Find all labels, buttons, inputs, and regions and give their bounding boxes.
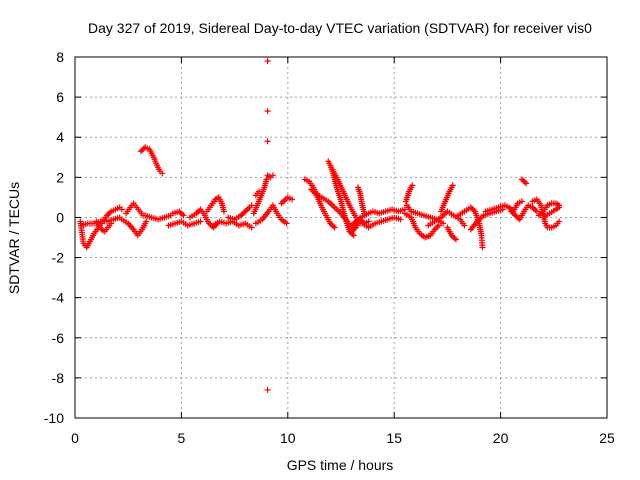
data-point (264, 108, 271, 115)
y-tick-label: 2 (56, 169, 64, 185)
y-tick-label: -4 (52, 290, 65, 306)
y-tick-label: -8 (52, 370, 65, 386)
data-point (197, 218, 204, 225)
x-tick-label: 0 (71, 430, 79, 446)
data-point (264, 138, 271, 145)
grid-layer (75, 57, 607, 418)
y-tick-label: 4 (56, 129, 64, 145)
x-axis-label: GPS time / hours (287, 457, 394, 473)
data-point (479, 244, 486, 251)
y-tick-label: 6 (56, 89, 64, 105)
data-point (350, 232, 357, 239)
data-point (397, 216, 404, 223)
data-point (449, 182, 456, 189)
tick-label-layer: 0 5 10 15 20 25 -10 -8 -6 -4 -2 0 2 4 6 8 (44, 49, 615, 446)
data-point (452, 236, 459, 243)
data-point (361, 210, 368, 217)
data-point (533, 208, 540, 215)
x-tick-label: 20 (493, 430, 509, 446)
data-point (518, 198, 525, 205)
data-point (180, 212, 187, 219)
y-tick-label: 0 (56, 209, 64, 225)
data-point (440, 220, 447, 227)
data-point (264, 386, 271, 393)
y-tick-label: -2 (52, 250, 65, 266)
data-point (248, 202, 255, 209)
x-tick-label: 15 (386, 430, 402, 446)
data-point (523, 180, 530, 187)
data-point (331, 224, 338, 231)
data-point (256, 188, 263, 195)
x-tick-label: 25 (599, 430, 615, 446)
data-point (283, 220, 290, 227)
data-point (248, 224, 255, 231)
data-points-layer (77, 58, 563, 393)
x-tick-label: 5 (178, 430, 186, 446)
y-tick-label: -6 (52, 330, 65, 346)
data-point (118, 206, 125, 213)
chart-title: Day 327 of 2019, Sidereal Day-to-day VTE… (88, 20, 592, 36)
data-point (269, 172, 276, 179)
y-axis-label: SDTVAR / TECUs (6, 182, 22, 294)
x-tick-label: 10 (280, 430, 296, 446)
data-point (409, 182, 416, 189)
data-point (220, 208, 227, 215)
data-point (556, 218, 563, 225)
data-point (365, 218, 372, 225)
data-point (556, 204, 563, 211)
data-point (143, 218, 150, 225)
y-tick-label: -10 (44, 410, 64, 426)
data-point (461, 222, 468, 229)
data-point (108, 220, 115, 227)
plot-frame (74, 56, 608, 419)
data-point (264, 58, 271, 65)
data-point (289, 196, 296, 203)
data-point (159, 170, 166, 177)
tick-layer (74, 56, 608, 419)
data-point (263, 176, 270, 183)
y-tick-label: 8 (56, 49, 64, 65)
